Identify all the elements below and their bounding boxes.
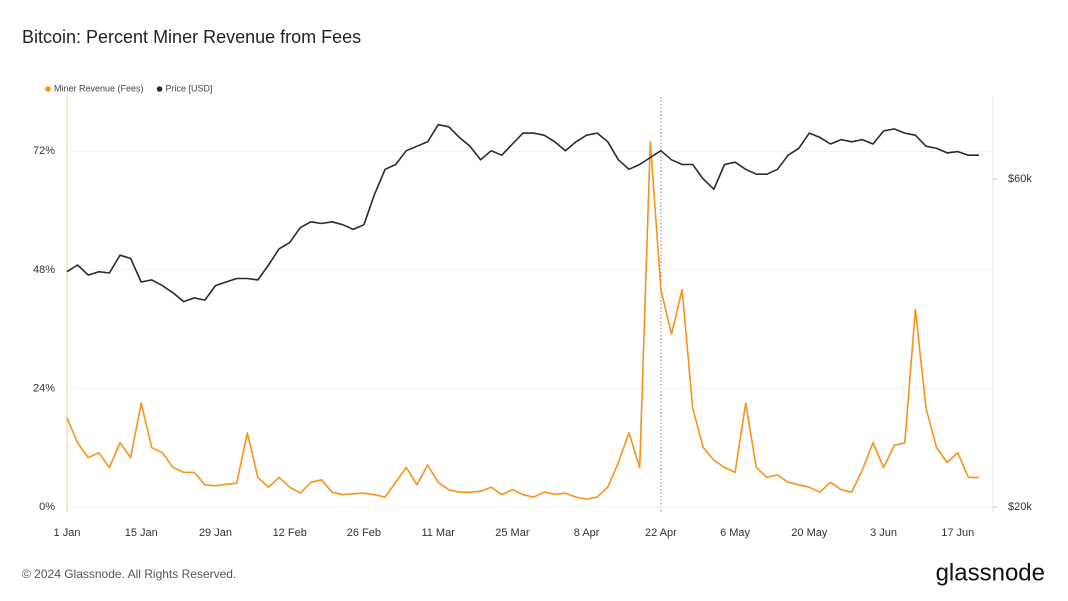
footer: © 2024 Glassnode. All Rights Reserved. [22,567,236,581]
y-tick-label: 48% [33,264,55,276]
series-line [66,123,979,303]
y2-tick-label: $20k [1008,501,1032,513]
y-tick-label: 0% [39,501,55,513]
legend-swatch [156,86,163,92]
x-tick-label: 11 Mar [421,527,455,539]
chart-title: Bitcoin: Percent Miner Revenue from Fees [22,27,361,47]
x-tick-label: 12 Feb [273,527,307,539]
legend-swatch [45,86,51,92]
y-tick-label: 72% [33,145,55,157]
series-line [66,140,979,500]
x-tick-label: 17 Jun [941,527,974,539]
x-tick-label: 3 Jun [870,527,897,539]
legend-label: Price [USD] [166,83,213,93]
y2-tick-label: $60k [1008,173,1032,185]
legend-label: Miner Revenue (Fees) [54,83,144,93]
x-tick-label: 29 Jan [199,527,232,539]
brand-logo: glassnode [936,559,1045,586]
x-tick-label: 6 May [720,527,750,539]
x-tick-label: 26 Feb [347,527,381,539]
x-tick-label: 20 May [791,527,828,539]
x-tick-label: 8 Apr [574,527,600,539]
x-tick-label: 25 Mar [495,527,530,539]
x-tick-label: 15 Jan [125,527,158,539]
x-tick-label: 22 Apr [645,527,677,539]
x-tick-label: 1 Jan [54,527,81,539]
y-tick-label: 24% [33,382,55,394]
